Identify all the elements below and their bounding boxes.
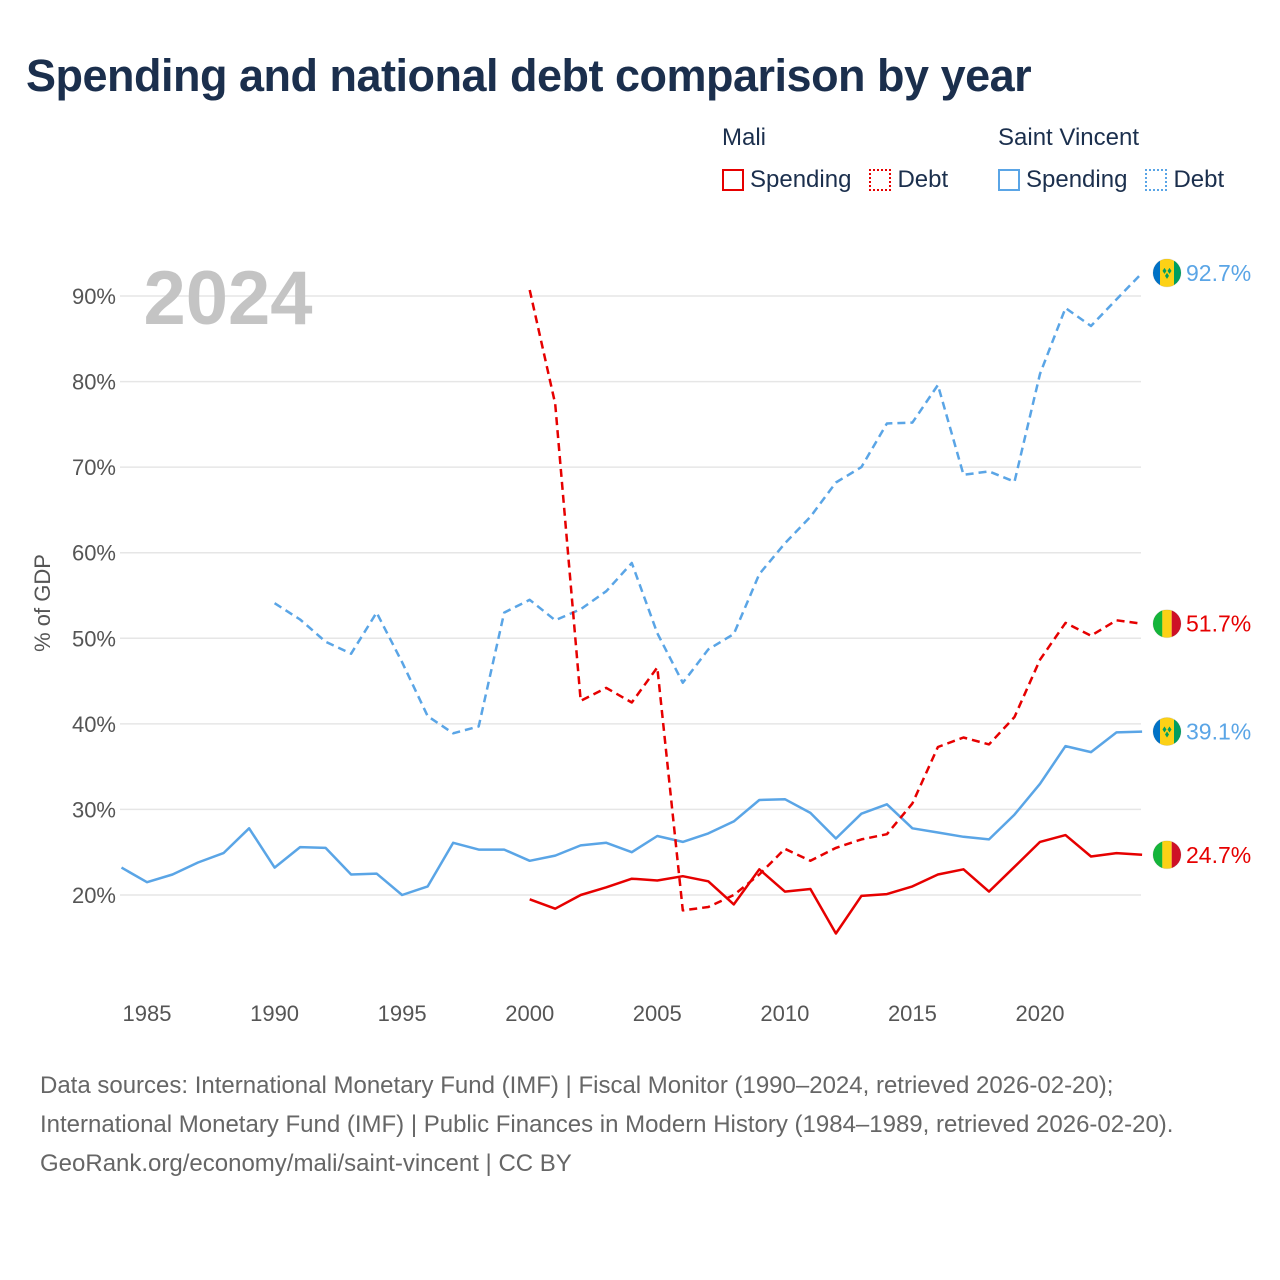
y-tick-label: 60% — [72, 541, 116, 566]
legend-saint-vincent: Saint Vincent Spending Debt — [998, 124, 1224, 194]
legend-label: Spending — [1026, 166, 1128, 193]
mali-flag-icon — [1152, 840, 1182, 870]
y-axis-label: % of GDP — [30, 554, 55, 652]
svg-spending-end-label: 39.1% — [1186, 719, 1251, 745]
x-tick-label: 2005 — [633, 1001, 682, 1026]
legend-label: Debt — [897, 166, 949, 193]
line-chart: 2024 20%30%40%50%60%70%80%90% 1985 1990 19… — [30, 256, 1251, 1026]
legend-saint-vincent-spending[interactable]: Spending — [998, 166, 1127, 194]
mali-spending-end-label: 24.7% — [1186, 842, 1251, 868]
x-axis: 1985 1990 1995 2000 2005 2010 2015 2020 — [123, 1001, 1065, 1026]
year-label: 2024 — [143, 256, 312, 341]
y-tick-label: 40% — [72, 712, 116, 737]
chart-title: Spending and national debt comparison by… — [26, 50, 1032, 101]
y-tick-label: 90% — [72, 284, 116, 309]
mali-spending-line[interactable] — [529, 833, 1143, 935]
mali-debt-line[interactable] — [528, 289, 1143, 912]
end-labels: 39.1% 92.7% 24.7% 51.7% — [1152, 258, 1251, 870]
footer: Data sources: International Monetary Fun… — [40, 1066, 1250, 1183]
grid — [120, 295, 1141, 896]
series-lines — [120, 272, 1143, 935]
legend-group-title: Mali — [722, 124, 767, 151]
x-tick-label: 1995 — [378, 1001, 427, 1026]
legend-group-title: Saint Vincent — [998, 124, 1139, 151]
x-tick-label: 2010 — [760, 1001, 809, 1026]
solid-swatch-icon — [722, 169, 744, 191]
dotted-swatch-icon — [869, 169, 892, 191]
dotted-swatch-icon — [1145, 169, 1168, 191]
svg-debt-end-label: 92.7% — [1186, 260, 1251, 286]
y-axis: 20% 30% 40% 50% 60% 70% 80% 90% — [72, 284, 116, 908]
data-sources: Data sources: International Monetary Fun… — [40, 1072, 1174, 1138]
mali-debt-end-label: 51.7% — [1186, 611, 1251, 637]
y-tick-label: 70% — [72, 455, 116, 480]
attribution-link[interactable]: GeoRank.org/economy/mali/saint-vincent |… — [40, 1150, 572, 1177]
solid-swatch-icon — [998, 169, 1020, 191]
saint-vincent-flag-icon — [1152, 717, 1182, 747]
x-tick-label: 2015 — [888, 1001, 937, 1026]
x-tick-label: 1990 — [250, 1001, 299, 1026]
legend-label: Spending — [750, 166, 852, 193]
legend-mali-debt[interactable]: Debt — [869, 166, 948, 194]
x-tick-label: 2020 — [1016, 1001, 1065, 1026]
y-tick-label: 20% — [72, 883, 116, 908]
legend-saint-vincent-debt[interactable]: Debt — [1145, 166, 1224, 194]
x-tick-label: 1985 — [123, 1001, 172, 1026]
legend-mali-spending[interactable]: Spending — [722, 166, 851, 194]
legend-mali: Mali Spending Debt — [722, 124, 966, 194]
y-tick-label: 30% — [72, 797, 116, 822]
mali-flag-icon — [1152, 609, 1182, 639]
svg-spending-line[interactable] — [120, 730, 1143, 897]
x-tick-label: 2000 — [505, 1001, 554, 1026]
y-tick-label: 50% — [72, 626, 116, 651]
legend-label: Debt — [1173, 166, 1225, 193]
saint-vincent-flag-icon — [1152, 258, 1182, 288]
y-tick-label: 80% — [72, 370, 116, 395]
svg-debt-line[interactable] — [273, 272, 1143, 735]
